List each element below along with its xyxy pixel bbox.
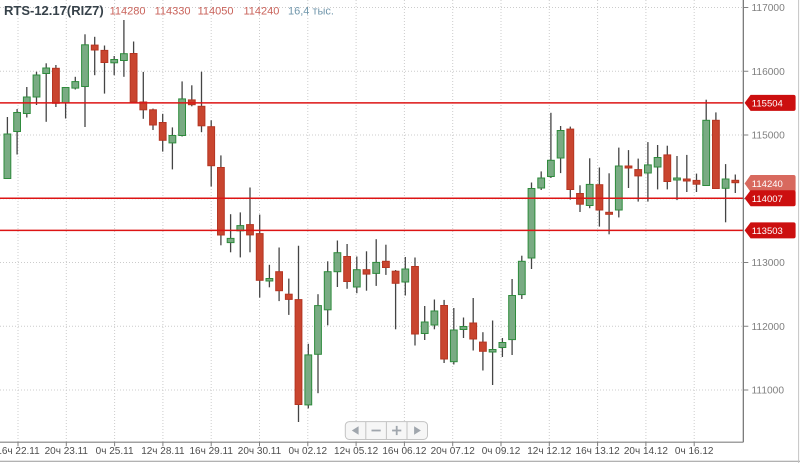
svg-text:114280: 114280 — [110, 6, 146, 18]
svg-text:16ч 06.12: 16ч 06.12 — [382, 446, 427, 457]
svg-text:16ч 29.11: 16ч 29.11 — [189, 446, 233, 457]
svg-text:RTS-12.17(RIZ7): RTS-12.17(RIZ7) — [4, 3, 104, 18]
svg-text:12ч 05.12: 12ч 05.12 — [334, 446, 379, 457]
svg-text:16ч 13.12: 16ч 13.12 — [576, 446, 621, 457]
svg-text:114050: 114050 — [198, 6, 234, 18]
svg-text:12ч 12.12: 12ч 12.12 — [527, 446, 572, 457]
svg-text:117000: 117000 — [752, 3, 786, 14]
svg-text:20ч 30.11: 20ч 30.11 — [238, 446, 282, 457]
svg-text:16,4 тыс.: 16,4 тыс. — [288, 6, 334, 18]
svg-text:114330: 114330 — [155, 6, 191, 18]
svg-text:12ч 28.11: 12ч 28.11 — [141, 446, 185, 457]
svg-text:115000: 115000 — [752, 131, 786, 142]
svg-text:111000: 111000 — [752, 386, 785, 397]
svg-text:20ч 23.11: 20ч 23.11 — [45, 446, 89, 457]
svg-text:0ч 09.12: 0ч 09.12 — [482, 446, 521, 457]
svg-text:20ч 14.12: 20ч 14.12 — [624, 446, 669, 457]
svg-text:113503: 113503 — [752, 226, 783, 237]
svg-text:16ч 22.11: 16ч 22.11 — [0, 446, 40, 457]
svg-text:0ч 02.12: 0ч 02.12 — [289, 446, 328, 457]
svg-text:112000: 112000 — [752, 322, 786, 333]
svg-text:0ч 16.12: 0ч 16.12 — [675, 446, 714, 457]
svg-text:113000: 113000 — [752, 258, 786, 269]
svg-text:0ч 25.11: 0ч 25.11 — [96, 446, 134, 457]
svg-text:114240: 114240 — [244, 6, 280, 18]
svg-text:116000: 116000 — [752, 67, 786, 78]
svg-text:114007: 114007 — [752, 194, 783, 205]
svg-text:115504: 115504 — [752, 98, 783, 109]
svg-text:114240: 114240 — [752, 179, 783, 190]
svg-text:20ч 07.12: 20ч 07.12 — [431, 446, 476, 457]
